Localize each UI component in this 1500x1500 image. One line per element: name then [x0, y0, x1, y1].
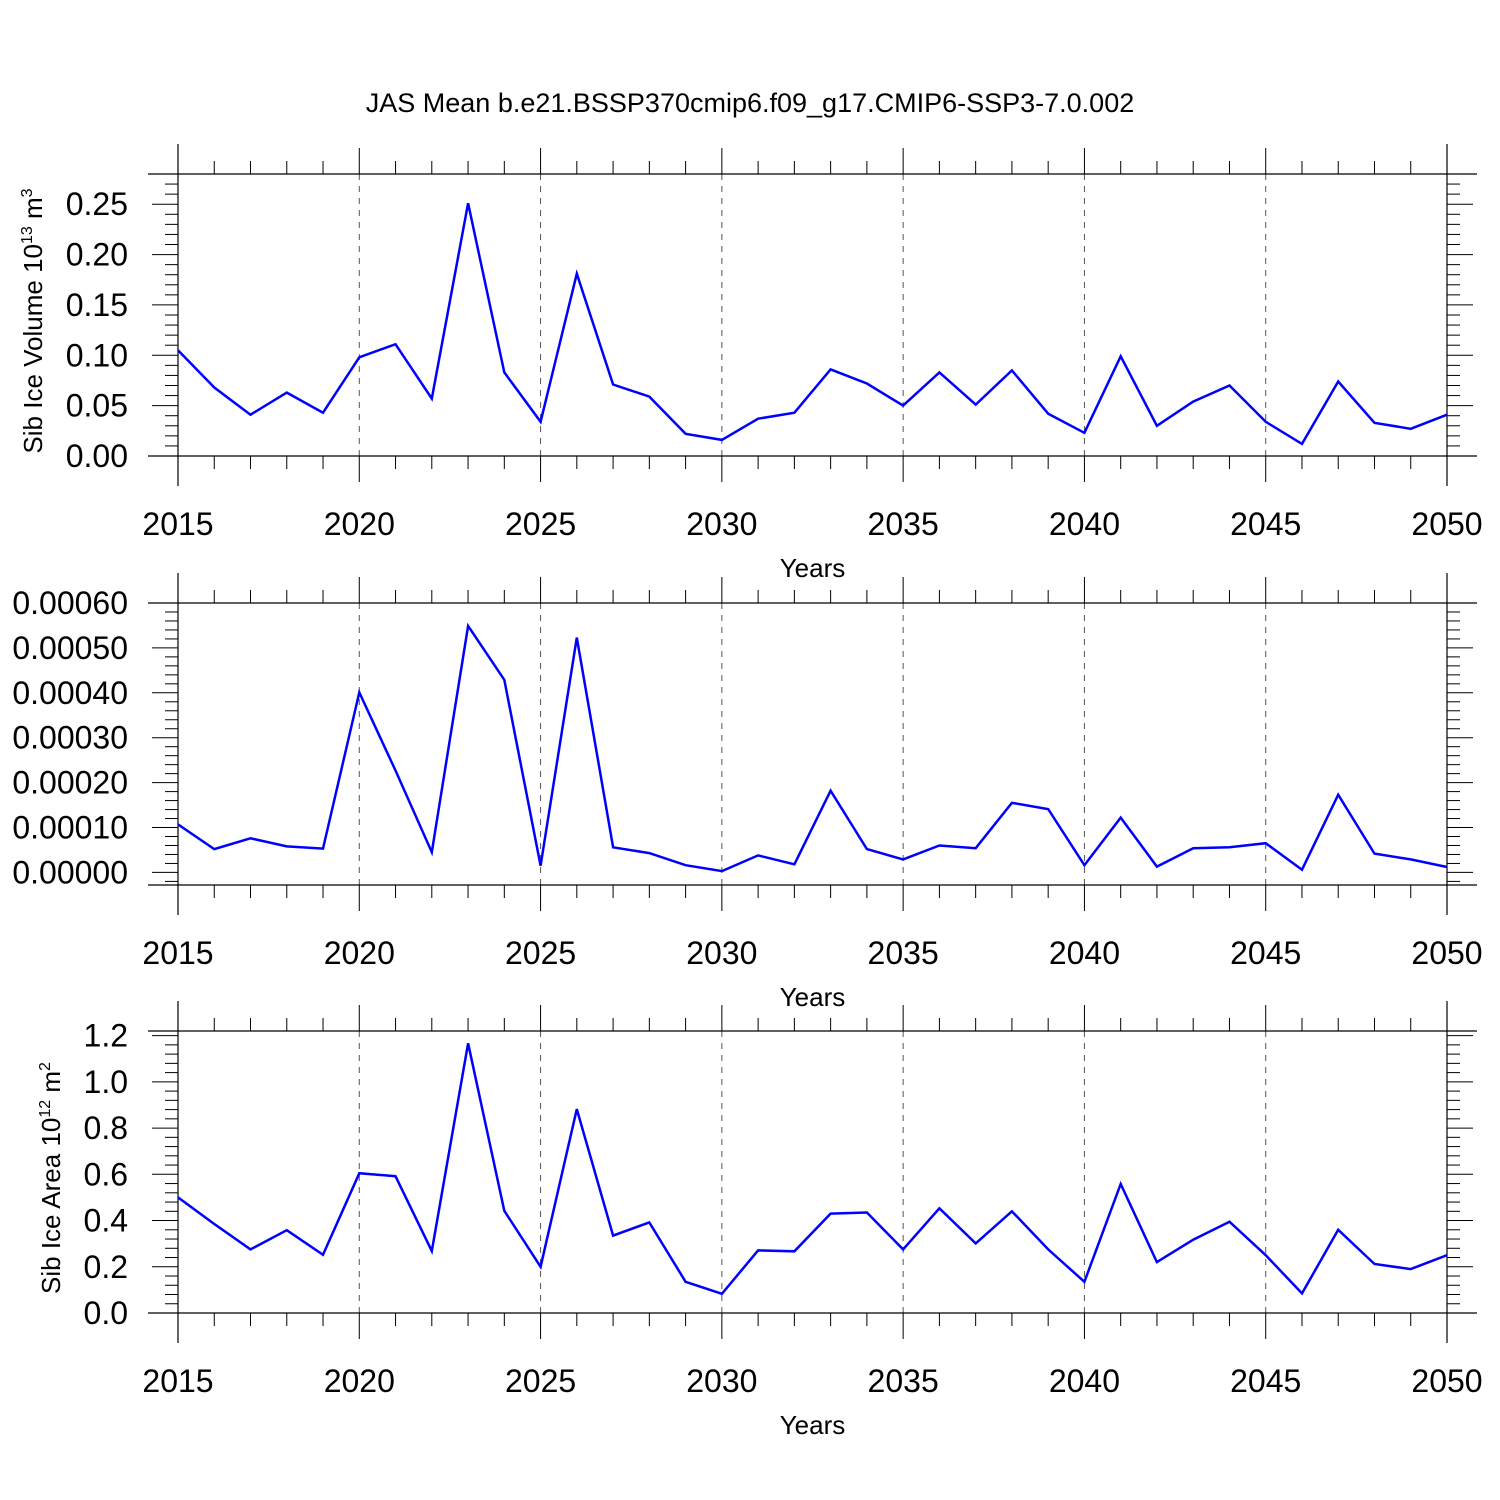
y-tick-label: 1.2: [84, 1018, 128, 1054]
x-axis-label: Years: [780, 1410, 846, 1440]
x-tick-label: 2030: [686, 506, 757, 542]
y-axis-label-exponent: 12: [37, 1100, 54, 1118]
series-line: [177, 622, 1448, 873]
y-axis-label-unit: m: [36, 1071, 66, 1100]
x-tick-label: 2020: [324, 935, 395, 971]
x-axis-label: Years: [780, 982, 846, 1012]
y-axis-label-unit-exponent: 2: [37, 1062, 54, 1071]
y-tick-label: 0.00050: [12, 630, 128, 666]
y-tick-label: 0.05: [66, 388, 128, 424]
x-axis-label: Years: [780, 553, 846, 583]
x-tick-label: 2050: [1411, 506, 1482, 542]
y-axis-label-main: Sib Ice Area 10: [36, 1118, 66, 1294]
x-tick-label: 2040: [1049, 506, 1120, 542]
y-axis-label: Sib Ice Area 1012 m2: [36, 1062, 66, 1294]
x-tick-label: 2045: [1230, 1363, 1301, 1399]
y-tick-label: 0.15: [66, 287, 128, 323]
x-tick-label: 2025: [505, 935, 576, 971]
y-tick-label: 0.00: [66, 438, 128, 474]
x-tick-label: 2045: [1230, 935, 1301, 971]
x-tick-label: 2045: [1230, 506, 1301, 542]
y-tick-label: 0.4: [84, 1203, 128, 1239]
panel-1: 2015 2020 2025 2030 2035 2040 2045 2050 Years 0.0…: [18, 144, 1483, 583]
y-tick-label: 0.10: [66, 337, 128, 373]
x-tick-label: 2015: [142, 506, 213, 542]
y-tick-label: 0.00030: [12, 720, 128, 756]
chart-title: JAS Mean b.e21.BSSP370cmip6.f09_g17.CMIP…: [366, 88, 1134, 118]
y-tick-label: 0.25: [66, 186, 128, 222]
y-tick-label: 0.0: [84, 1295, 128, 1331]
x-tick-label: 2015: [142, 1363, 213, 1399]
y-tick-label: 0.6: [84, 1156, 128, 1192]
y-tick-label: 0.00060: [12, 585, 128, 621]
series-line: [177, 202, 1448, 446]
x-tick-label: 2025: [505, 1363, 576, 1399]
y-axis-label-unit: m: [18, 197, 48, 226]
y-tick-label: 0.8: [84, 1110, 128, 1146]
x-tick-label: 2020: [324, 506, 395, 542]
x-tick-label: 2035: [868, 506, 939, 542]
x-tick-label: 2050: [1411, 935, 1482, 971]
y-tick-label: 0.20: [66, 237, 128, 273]
x-tick-label: 2040: [1049, 1363, 1120, 1399]
y-axis-label-main: Sib Ice Volume 10: [18, 244, 48, 454]
y-axis-label-unit-exponent: 3: [19, 188, 36, 197]
y-tick-label: 1.0: [84, 1064, 128, 1100]
y-tick-label: 0.2: [84, 1249, 128, 1285]
y-axis-label: Sib Ice Volume 1013 m3: [18, 188, 48, 453]
x-tick-label: 2025: [505, 506, 576, 542]
x-tick-label: 2030: [686, 1363, 757, 1399]
x-tick-label: 2035: [868, 1363, 939, 1399]
y-tick-label: 0.00010: [12, 810, 128, 846]
x-tick-label: 2020: [324, 1363, 395, 1399]
series-line: [177, 1043, 1448, 1296]
x-tick-label: 2030: [686, 935, 757, 971]
y-tick-label: 0.00020: [12, 765, 128, 801]
y-tick-label: 0.00040: [12, 675, 128, 711]
x-tick-label: 2015: [142, 935, 213, 971]
x-tick-label: 2040: [1049, 935, 1120, 971]
panel-3: 2015 2020 2025 2030 2035 2040 2045 2050 Years 0.0…: [36, 1001, 1483, 1440]
y-axis-label-exponent: 13: [19, 226, 36, 244]
x-tick-label: 2050: [1411, 1363, 1482, 1399]
panel-2: 2015 2020 2025 2030 2035 2040 2045 2050 Years 0.0…: [12, 573, 1483, 1012]
y-tick-label: 0.00000: [12, 854, 128, 890]
x-tick-label: 2035: [868, 935, 939, 971]
